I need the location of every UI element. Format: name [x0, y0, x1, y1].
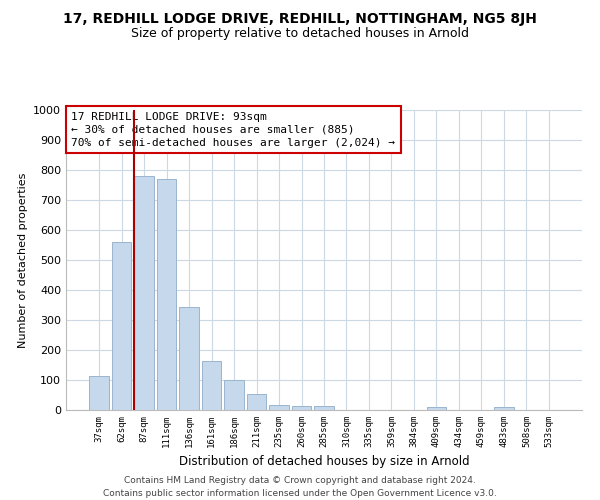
Bar: [292, 406, 311, 410]
Bar: [179, 306, 199, 410]
Bar: [89, 376, 109, 410]
Y-axis label: Number of detached properties: Number of detached properties: [17, 172, 28, 348]
Bar: [269, 404, 289, 410]
Bar: [157, 179, 176, 410]
Text: Size of property relative to detached houses in Arnold: Size of property relative to detached ho…: [131, 28, 469, 40]
Bar: [202, 360, 221, 410]
X-axis label: Distribution of detached houses by size in Arnold: Distribution of detached houses by size …: [179, 456, 469, 468]
Bar: [314, 406, 334, 410]
Bar: [427, 407, 446, 410]
Bar: [112, 242, 131, 410]
Bar: [247, 394, 266, 410]
Bar: [494, 407, 514, 410]
Bar: [134, 176, 154, 410]
Text: Contains HM Land Registry data © Crown copyright and database right 2024.
Contai: Contains HM Land Registry data © Crown c…: [103, 476, 497, 498]
Text: 17, REDHILL LODGE DRIVE, REDHILL, NOTTINGHAM, NG5 8JH: 17, REDHILL LODGE DRIVE, REDHILL, NOTTIN…: [63, 12, 537, 26]
Text: 17 REDHILL LODGE DRIVE: 93sqm
← 30% of detached houses are smaller (885)
70% of : 17 REDHILL LODGE DRIVE: 93sqm ← 30% of d…: [71, 112, 395, 148]
Bar: [224, 380, 244, 410]
